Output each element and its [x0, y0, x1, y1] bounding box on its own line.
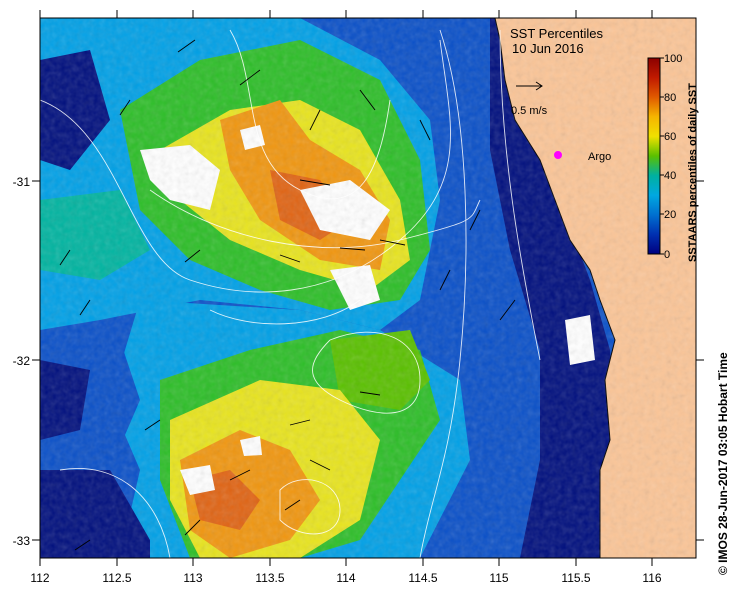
argo-float-marker[interactable] [554, 151, 562, 159]
colorbar-tick-labels: 100 80 60 40 20 0 [664, 53, 682, 261]
plot-frame [39, 17, 697, 559]
colorbar [647, 57, 661, 255]
x-tick-marks [39, 10, 653, 566]
colorbar-ticks [660, 57, 664, 255]
y-tick-labels: -31 -32 -33 [13, 175, 31, 548]
colorbar-tick-label: 40 [664, 170, 676, 182]
x-tick-label: 112.5 [102, 571, 131, 585]
x-tick-label: 113 [183, 571, 202, 585]
x-tick-labels: 112 112.5 113 113.5 114 114.5 115 115.5 … [30, 571, 661, 585]
velocity-scale-label: 0.5 m/s [511, 105, 548, 117]
pixel-texture [40, 18, 696, 558]
colorbar-tick-label: 0 [664, 249, 670, 261]
colorbar-label: SSTAARS percentiles of daily SST [687, 83, 699, 262]
contours [40, 29, 541, 558]
y-tick-label: -33 [13, 534, 31, 548]
y-tick-label: -31 [13, 175, 31, 189]
x-tick-label: 114 [336, 571, 355, 585]
x-tick-label: 116 [642, 571, 661, 585]
imos-credit: © IMOS 28-Jun-2017 03:05 Hobart Time [716, 352, 730, 575]
x-tick-label: 114.5 [408, 571, 437, 585]
sst-field [40, 18, 696, 558]
colorbar-tick-label: 80 [664, 92, 676, 104]
x-tick-label: 115 [489, 571, 508, 585]
map-date: 10 Jun 2016 [512, 41, 584, 56]
y-tick-label: -32 [13, 354, 31, 368]
current-vectors [59, 39, 516, 551]
map-title: SST Percentiles [510, 26, 603, 41]
argo-label: Argo [588, 151, 611, 163]
x-tick-label: 113.5 [255, 571, 284, 585]
colorbar-tick-label: 20 [664, 209, 676, 221]
velocity-scale-arrow [516, 81, 543, 91]
x-tick-label: 112 [30, 571, 49, 585]
y-tick-marks [32, 180, 704, 541]
colorbar-tick-label: 60 [664, 131, 676, 143]
colorbar-tick-label: 100 [664, 53, 682, 65]
x-tick-label: 115.5 [561, 571, 590, 585]
